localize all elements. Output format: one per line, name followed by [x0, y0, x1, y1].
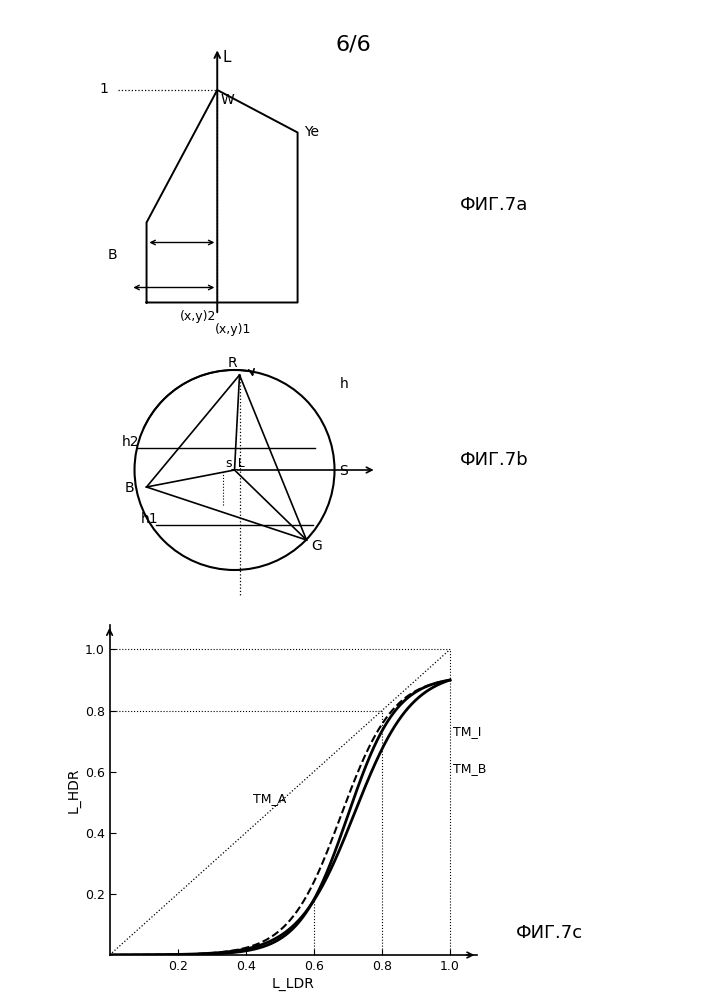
Text: 1: 1 — [99, 82, 108, 96]
Text: S: S — [339, 464, 349, 478]
Text: W: W — [221, 93, 234, 106]
Text: R: R — [228, 356, 237, 370]
Text: ФИГ.7c: ФИГ.7c — [516, 924, 583, 942]
Text: L: L — [222, 50, 230, 65]
Text: ФИГ.7а: ФИГ.7а — [460, 196, 528, 214]
Text: Ye: Ye — [304, 125, 319, 139]
Text: TM_B: TM_B — [453, 762, 487, 775]
Text: G: G — [312, 539, 322, 553]
Text: (x,y)2: (x,y)2 — [180, 310, 216, 323]
Text: (x,y)1: (x,y)1 — [215, 322, 252, 336]
Text: h2: h2 — [122, 435, 139, 449]
Text: ФИГ.7b: ФИГ.7b — [460, 451, 528, 469]
Text: h1: h1 — [141, 512, 158, 526]
Text: TM_A: TM_A — [252, 792, 286, 805]
Text: h: h — [339, 377, 349, 391]
Text: s_L: s_L — [226, 456, 245, 469]
Text: B: B — [124, 481, 134, 495]
Text: TM_I: TM_I — [453, 725, 481, 738]
X-axis label: L_LDR: L_LDR — [272, 977, 315, 991]
Text: B: B — [108, 248, 117, 262]
Y-axis label: L_HDR: L_HDR — [66, 767, 81, 813]
Text: 6/6: 6/6 — [336, 35, 371, 55]
